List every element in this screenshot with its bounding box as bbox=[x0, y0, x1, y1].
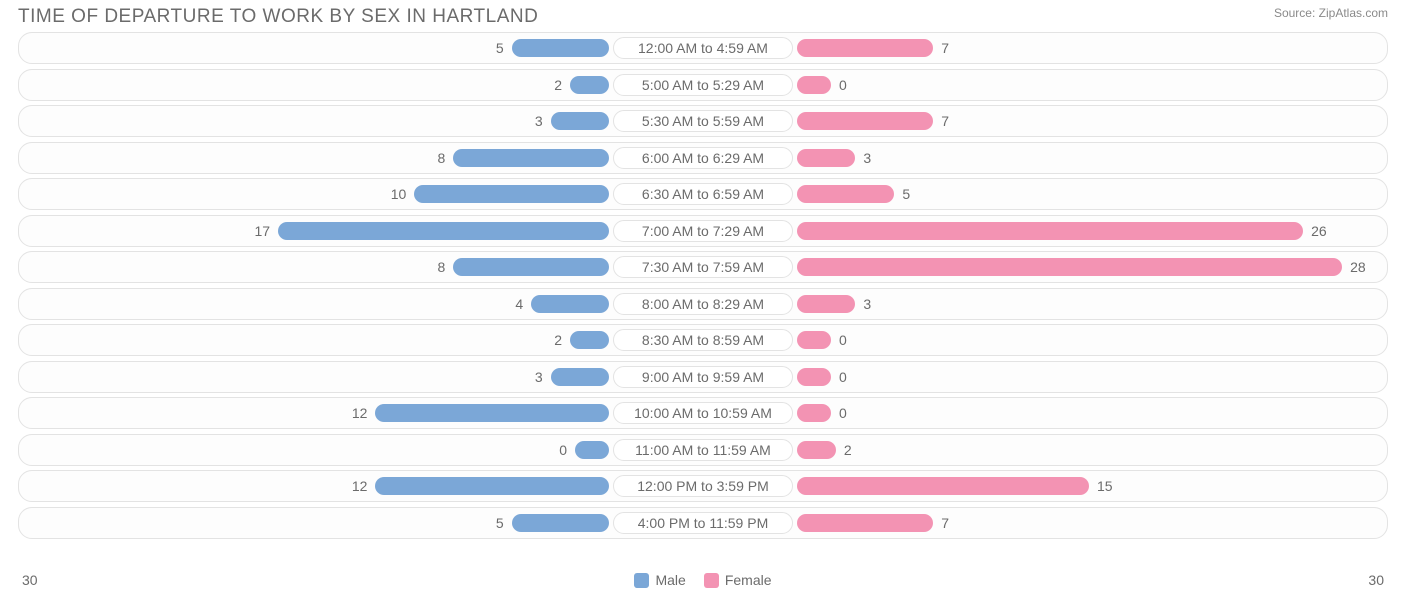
time-range-label: 7:00 AM to 7:29 AM bbox=[613, 220, 793, 242]
female-value: 7 bbox=[941, 113, 949, 129]
female-value: 0 bbox=[839, 332, 847, 348]
female-value: 7 bbox=[941, 515, 949, 531]
axis-max-right: 30 bbox=[1368, 572, 1384, 588]
male-bar bbox=[414, 185, 609, 203]
time-range-label: 6:00 AM to 6:29 AM bbox=[613, 147, 793, 169]
chart-row: 0 2 11:00 AM to 11:59 AM bbox=[18, 434, 1388, 466]
female-bar bbox=[797, 39, 933, 57]
chart-row: 2 0 5:00 AM to 5:29 AM bbox=[18, 69, 1388, 101]
male-value: 5 bbox=[496, 515, 504, 531]
male-value: 8 bbox=[437, 150, 445, 166]
female-swatch bbox=[704, 573, 719, 588]
time-range-label: 6:30 AM to 6:59 AM bbox=[613, 183, 793, 205]
time-range-label: 10:00 AM to 10:59 AM bbox=[613, 402, 793, 424]
female-value: 28 bbox=[1350, 259, 1366, 275]
female-bar bbox=[797, 185, 894, 203]
male-bar bbox=[512, 39, 609, 57]
male-value: 10 bbox=[391, 186, 407, 202]
female-value: 3 bbox=[863, 150, 871, 166]
time-range-label: 5:00 AM to 5:29 AM bbox=[613, 74, 793, 96]
chart-row: 17 26 7:00 AM to 7:29 AM bbox=[18, 215, 1388, 247]
female-bar bbox=[797, 368, 831, 386]
legend-item-male: Male bbox=[634, 572, 685, 588]
chart-row: 5 7 12:00 AM to 4:59 AM bbox=[18, 32, 1388, 64]
female-value: 7 bbox=[941, 40, 949, 56]
male-bar bbox=[512, 514, 609, 532]
source-attribution: Source: ZipAtlas.com bbox=[1274, 6, 1388, 20]
female-value: 0 bbox=[839, 77, 847, 93]
female-value: 5 bbox=[902, 186, 910, 202]
male-bar bbox=[531, 295, 609, 313]
time-range-label: 8:30 AM to 8:59 AM bbox=[613, 329, 793, 351]
male-bar bbox=[375, 404, 609, 422]
female-bar bbox=[797, 76, 831, 94]
male-value: 12 bbox=[352, 478, 368, 494]
legend-item-female: Female bbox=[704, 572, 772, 588]
female-value: 26 bbox=[1311, 223, 1327, 239]
male-value: 8 bbox=[437, 259, 445, 275]
legend-male-label: Male bbox=[655, 572, 685, 588]
female-bar bbox=[797, 222, 1303, 240]
female-value: 15 bbox=[1097, 478, 1113, 494]
time-range-label: 12:00 PM to 3:59 PM bbox=[613, 475, 793, 497]
female-bar bbox=[797, 441, 836, 459]
chart-row: 4 3 8:00 AM to 8:29 AM bbox=[18, 288, 1388, 320]
time-range-label: 7:30 AM to 7:59 AM bbox=[613, 256, 793, 278]
time-range-label: 4:00 PM to 11:59 PM bbox=[613, 512, 793, 534]
male-value: 2 bbox=[554, 77, 562, 93]
female-bar bbox=[797, 295, 855, 313]
time-range-label: 9:00 AM to 9:59 AM bbox=[613, 366, 793, 388]
male-bar bbox=[278, 222, 609, 240]
male-value: 17 bbox=[255, 223, 271, 239]
female-bar bbox=[797, 112, 933, 130]
female-value: 0 bbox=[839, 369, 847, 385]
male-bar bbox=[453, 258, 609, 276]
male-swatch bbox=[634, 573, 649, 588]
male-bar bbox=[570, 76, 609, 94]
female-value: 0 bbox=[839, 405, 847, 421]
time-range-label: 5:30 AM to 5:59 AM bbox=[613, 110, 793, 132]
female-bar bbox=[797, 258, 1342, 276]
female-bar bbox=[797, 477, 1089, 495]
male-value: 12 bbox=[352, 405, 368, 421]
female-bar bbox=[797, 404, 831, 422]
time-range-label: 8:00 AM to 8:29 AM bbox=[613, 293, 793, 315]
male-value: 3 bbox=[535, 113, 543, 129]
chart-row: 12 15 12:00 PM to 3:59 PM bbox=[18, 470, 1388, 502]
chart-row: 12 0 10:00 AM to 10:59 AM bbox=[18, 397, 1388, 429]
male-bar bbox=[375, 477, 609, 495]
male-value: 4 bbox=[515, 296, 523, 312]
legend: Male Female bbox=[634, 572, 771, 588]
male-bar bbox=[453, 149, 609, 167]
chart-row: 2 0 8:30 AM to 8:59 AM bbox=[18, 324, 1388, 356]
female-value: 2 bbox=[844, 442, 852, 458]
male-bar bbox=[551, 112, 609, 130]
chart-row: 3 7 5:30 AM to 5:59 AM bbox=[18, 105, 1388, 137]
female-bar bbox=[797, 331, 831, 349]
chart-area: 5 7 12:00 AM to 4:59 AM 2 0 5:00 AM to 5:29 A… bbox=[0, 30, 1406, 539]
female-value: 3 bbox=[863, 296, 871, 312]
chart-row: 3 0 9:00 AM to 9:59 AM bbox=[18, 361, 1388, 393]
female-bar bbox=[797, 149, 855, 167]
male-value: 0 bbox=[559, 442, 567, 458]
male-bar bbox=[575, 441, 609, 459]
male-value: 3 bbox=[535, 369, 543, 385]
female-bar bbox=[797, 514, 933, 532]
chart-row: 8 28 7:30 AM to 7:59 AM bbox=[18, 251, 1388, 283]
time-range-label: 11:00 AM to 11:59 AM bbox=[613, 439, 793, 461]
male-bar bbox=[570, 331, 609, 349]
legend-female-label: Female bbox=[725, 572, 772, 588]
chart-row: 5 7 4:00 PM to 11:59 PM bbox=[18, 507, 1388, 539]
chart-row: 8 3 6:00 AM to 6:29 AM bbox=[18, 142, 1388, 174]
chart-footer: 30 Male Female 30 bbox=[0, 572, 1406, 588]
male-value: 2 bbox=[554, 332, 562, 348]
male-value: 5 bbox=[496, 40, 504, 56]
time-range-label: 12:00 AM to 4:59 AM bbox=[613, 37, 793, 59]
chart-title: TIME OF DEPARTURE TO WORK BY SEX IN HART… bbox=[18, 6, 538, 28]
chart-row: 10 5 6:30 AM to 6:59 AM bbox=[18, 178, 1388, 210]
axis-max-left: 30 bbox=[22, 572, 38, 588]
male-bar bbox=[551, 368, 609, 386]
